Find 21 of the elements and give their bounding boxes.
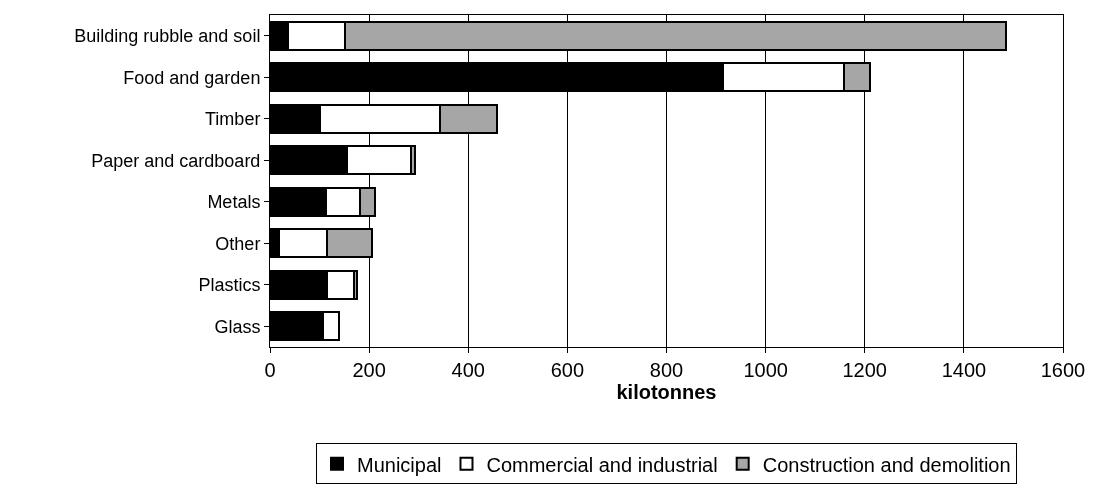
x-tick-label: 200 (352, 359, 386, 381)
x-tick-label: 0 (264, 359, 276, 381)
legend-label: Construction and demolition (762, 453, 1011, 476)
y-tick-label: Metals (207, 192, 261, 213)
x-tick-label: 1000 (743, 359, 788, 381)
x-axis-title: kilotonnes (616, 381, 717, 403)
x-tick-label: 800 (649, 359, 684, 381)
y-tick-label: Paper and cardboard (91, 150, 261, 171)
y-tick-label: Timber (205, 109, 261, 130)
x-tick-label: 1400 (941, 359, 987, 381)
y-tick-label: Building rubble and soil (74, 26, 261, 47)
x-tick-label: 400 (451, 359, 485, 381)
legend-label: Municipal (357, 453, 442, 476)
x-tick-label: 1600 (1040, 359, 1086, 381)
x-tick-label: 1200 (842, 359, 887, 381)
x-tick-label: 600 (550, 359, 585, 381)
y-tick-label: Food and garden (123, 67, 261, 88)
y-tick-label: Plastics (198, 275, 261, 296)
y-tick-label: Other (215, 233, 261, 254)
legend-label: Commercial and industrial (486, 453, 718, 476)
y-tick-label: Glass (214, 316, 261, 337)
